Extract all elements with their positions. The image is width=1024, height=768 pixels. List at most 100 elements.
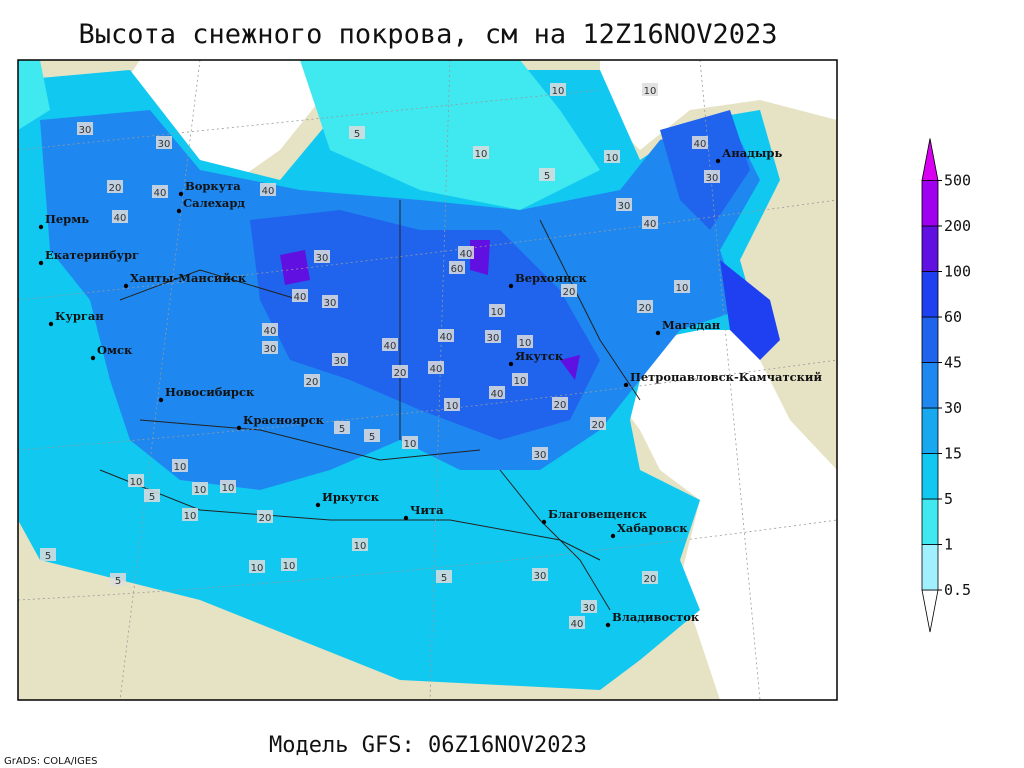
contour-label: 20: [563, 287, 576, 298]
city-dot: [403, 515, 409, 521]
contour-label-bg: [642, 571, 658, 584]
contour-label: 30: [264, 344, 277, 355]
snow-cover: [720, 260, 780, 360]
contour-label: 20: [306, 377, 319, 388]
contour-label-bg: [392, 365, 408, 378]
contour-label-bg: [349, 126, 365, 139]
contour-label-bg: [532, 447, 548, 460]
colorbar-segment: [921, 498, 939, 545]
contour-label-bg: [220, 480, 236, 493]
city-dot: [176, 208, 182, 214]
contour-label: 40: [384, 341, 397, 352]
city-label: Пермь: [45, 212, 89, 226]
contour-label: 40: [430, 364, 443, 375]
city-label: Курган: [55, 309, 104, 323]
contour-label-bg: [436, 570, 452, 583]
contour-label: 30: [334, 356, 347, 367]
contour-label: 40: [571, 619, 584, 630]
contour-label-bg: [517, 335, 533, 348]
contour-label: 40: [262, 186, 275, 197]
contour-label: 10: [552, 86, 565, 97]
contour-label: 5: [544, 171, 550, 182]
contour-label: 10: [519, 338, 532, 349]
city-dot: [38, 260, 44, 266]
contour-label: 5: [149, 492, 155, 503]
contour-label-bg: [322, 295, 338, 308]
contour-label: 20: [639, 303, 652, 314]
contour-label-bg: [260, 183, 276, 196]
contour-label: 10: [130, 477, 143, 488]
city-label: Салехард: [183, 196, 245, 210]
contour-label: 10: [222, 483, 235, 494]
colorbar-end: [921, 589, 939, 633]
contour-label: 60: [451, 264, 464, 275]
graticule: [18, 60, 837, 700]
contour-label: 40: [264, 326, 277, 337]
contour-label-bg: [77, 122, 93, 135]
colorbar-label: 60: [944, 308, 962, 326]
contour-label-bg: [281, 558, 297, 571]
contour-label: 20: [109, 183, 122, 194]
contour-label-bg: [512, 373, 528, 386]
colorbar-segment: [921, 180, 939, 227]
contour-label: 20: [554, 400, 567, 411]
snow-cover: [300, 60, 600, 210]
contour-label: 30: [706, 173, 719, 184]
city-label: Иркутск: [322, 490, 380, 504]
colorbar-label: 30: [944, 399, 962, 417]
contour-label-bg: [550, 83, 566, 96]
contour-label: 5: [339, 424, 345, 435]
contour-label-bg: [704, 170, 720, 183]
contour-label: 10: [491, 307, 504, 318]
city-dot: [123, 283, 129, 289]
colorbar-label: 5: [944, 490, 953, 508]
city-label: Верхоянск: [515, 271, 588, 285]
city-dot: [623, 382, 629, 388]
contour-label-bg: [334, 421, 350, 434]
city-dot: [605, 622, 611, 628]
contour-label-bg: [304, 374, 320, 387]
colorbar-end: [921, 138, 939, 181]
contour-label-bg: [314, 250, 330, 263]
city-dot: [38, 224, 44, 230]
contour-label: 20: [394, 368, 407, 379]
contour-label-bg: [107, 180, 123, 193]
contour-label: 30: [583, 603, 596, 614]
city-label: Владивосток: [612, 610, 700, 624]
contour-label: 10: [194, 485, 207, 496]
contour-label: 30: [534, 571, 547, 582]
city-label: Анадырь: [722, 146, 782, 160]
city-label: Якутск: [515, 349, 564, 363]
contour-label-bg: [604, 150, 620, 163]
contour-label: 30: [79, 125, 92, 136]
contour-label: 40: [644, 219, 657, 230]
border: [99, 200, 641, 611]
contour-label: 5: [441, 573, 447, 584]
colorbar-label: 1: [944, 536, 953, 554]
city-label: Екатеринбург: [45, 248, 139, 262]
contour-label: 10: [475, 149, 488, 160]
contour-label: 40: [154, 188, 167, 199]
contour-label: 10: [174, 462, 187, 473]
city-label: Хабаровск: [617, 521, 688, 535]
contour-label: 10: [644, 86, 657, 97]
colorbar-label: 45: [944, 354, 962, 372]
contour-label-bg: [485, 330, 501, 343]
city-dot: [178, 191, 184, 197]
contour-label: 40: [694, 139, 707, 150]
city-label: Красноярск: [243, 413, 325, 427]
city-dot: [508, 283, 514, 289]
contour-label-bg: [438, 329, 454, 342]
city-label: Чита: [410, 503, 444, 517]
city-label: Омск: [97, 343, 133, 357]
contour-label-bg: [352, 538, 368, 551]
contour-label-bg: [444, 398, 460, 411]
ocean: [610, 300, 837, 700]
contour-label-bg: [112, 210, 128, 223]
contour-label-bg: [449, 261, 465, 274]
colorbar-segment: [921, 544, 939, 591]
contour-label: 10: [354, 541, 367, 552]
contour-label-bg: [473, 146, 489, 159]
contour-label-bg: [144, 489, 160, 502]
contour-label: 10: [606, 153, 619, 164]
